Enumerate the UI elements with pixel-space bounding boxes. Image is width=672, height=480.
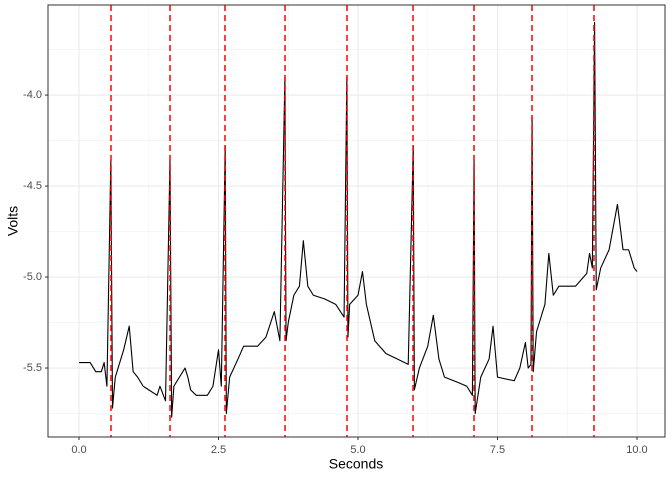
x-tick-label: 5.0 (350, 444, 365, 456)
x-tick-label: 2.5 (211, 444, 226, 456)
x-tick-label: 0.0 (71, 444, 86, 456)
y-tick-label: -5.0 (23, 271, 42, 283)
panel-border (47, 4, 666, 438)
y-tick-label: -5.5 (23, 362, 42, 374)
x-axis-label: Seconds (329, 456, 383, 472)
y-tick-label: -4.5 (23, 180, 42, 192)
x-tick-label: 10.0 (626, 444, 647, 456)
x-tick-label: 7.5 (490, 444, 505, 456)
y-tick-label: -4.0 (23, 89, 42, 101)
signal-line (79, 21, 638, 418)
y-axis-label: Volts (5, 206, 21, 236)
